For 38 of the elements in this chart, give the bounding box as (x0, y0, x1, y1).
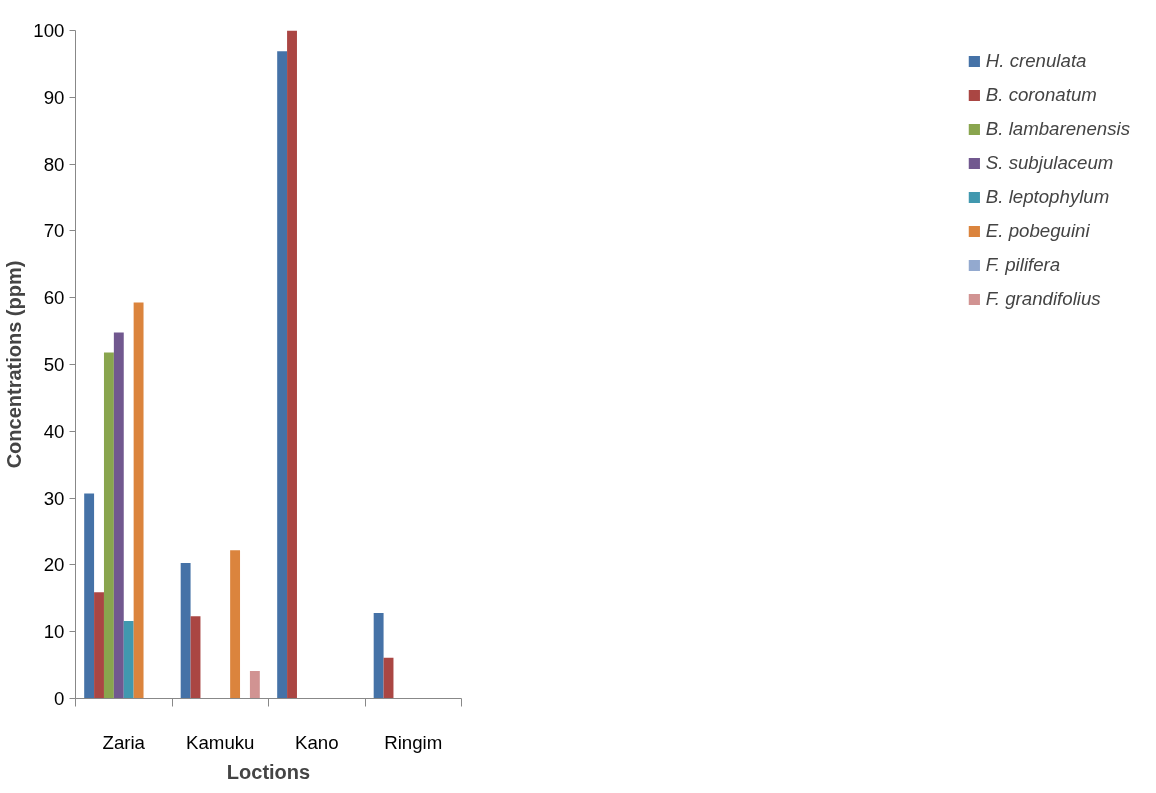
y-tick-label: 0 (54, 688, 65, 709)
legend-label: F. grandifolius (985, 288, 1101, 310)
bar (287, 30, 297, 699)
bar (277, 51, 288, 699)
y-axis-title: Concentrations (ppm) (3, 260, 26, 469)
bar (133, 302, 144, 699)
x-tick-label: Ringim (384, 731, 443, 753)
y-tick-label: 90 (43, 86, 65, 108)
y-tick-label: 70 (43, 220, 65, 242)
bar (113, 332, 124, 699)
x-axis-title: Loctions (226, 760, 311, 783)
bar (123, 621, 134, 699)
legend-label: B. lambarenensis (985, 118, 1130, 140)
legend-label: B. leptophylum (985, 186, 1110, 208)
y-tick-label: 10 (43, 621, 65, 643)
bar (180, 562, 191, 699)
x-tick-label: Zaria (102, 731, 146, 753)
legend-label: H. crenulata (985, 50, 1087, 72)
y-tick-label: 40 (43, 420, 65, 442)
bar (230, 550, 241, 699)
y-tick-label: 50 (43, 354, 65, 375)
legend-label: E. pobeguini (985, 220, 1090, 242)
y-tick-label: 100 (33, 20, 65, 41)
bar (190, 616, 201, 699)
bar (84, 493, 95, 699)
y-tick-label: 80 (43, 153, 65, 175)
y-tick-label: 60 (43, 287, 65, 309)
y-tick-label: 20 (43, 554, 65, 576)
bar (94, 592, 104, 699)
legend-label: B. coronatum (985, 84, 1097, 106)
legend-label: F. pilifera (985, 254, 1061, 276)
bar (373, 613, 384, 699)
x-tick-label: Kano (294, 731, 339, 753)
bar (103, 352, 114, 699)
y-tick-label: 30 (43, 487, 65, 509)
x-tick-label: Kamuku (186, 731, 255, 753)
legend-label: S. subjulaceum (985, 152, 1114, 174)
bar (249, 671, 260, 699)
